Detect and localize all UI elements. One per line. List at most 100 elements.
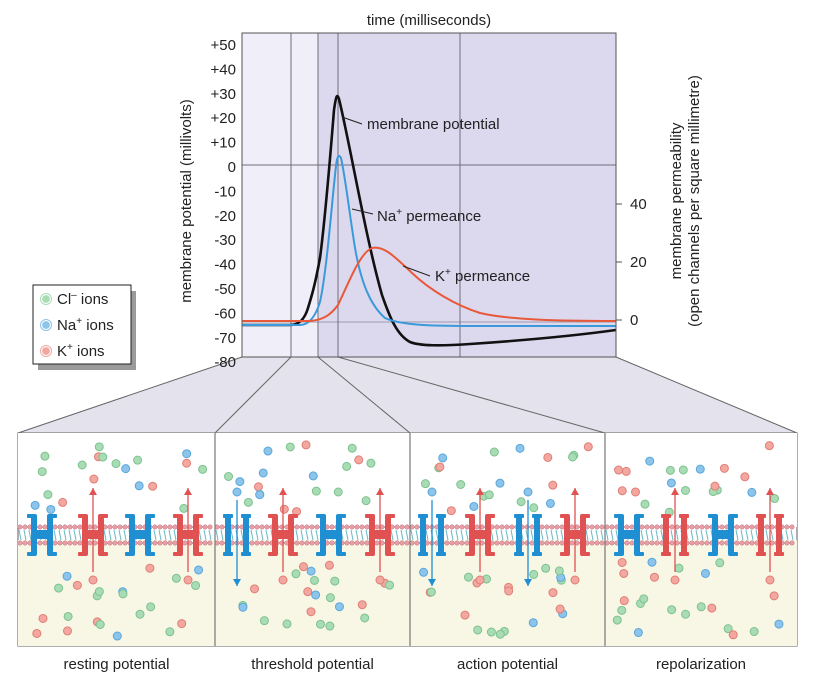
legend-label: Cl– ions	[57, 290, 108, 308]
cl-ion-icon	[674, 563, 684, 573]
na-ion-icon	[419, 567, 429, 577]
k-ion-icon	[435, 462, 445, 472]
arrow-head-icon	[279, 488, 287, 495]
cl-ion-icon	[696, 602, 706, 612]
left-tick-label: +50	[211, 37, 236, 54]
k-ion-icon	[548, 480, 558, 490]
k-ion-icon	[764, 441, 774, 451]
k-ion-icon	[62, 626, 72, 636]
k-ion-icon	[88, 575, 98, 585]
left-tick-label: +20	[211, 110, 236, 127]
na-ion-icon	[311, 590, 321, 600]
k-channel-icon	[661, 514, 689, 556]
cl-ion-icon	[325, 621, 335, 631]
plot-shaded-region	[318, 33, 616, 357]
right-axis-title-line1: membrane permeability	[668, 122, 685, 279]
na-ion-icon	[134, 481, 144, 491]
na-ion-icon	[528, 618, 538, 628]
k-ion-icon	[182, 458, 192, 468]
membrane-potential-pointer	[341, 116, 363, 125]
k-ion-icon	[583, 442, 593, 452]
legend: Cl– ions Na+ ions K+ ions	[40, 290, 114, 360]
left-tick-label: -50	[214, 281, 236, 298]
k-ion-icon	[617, 486, 627, 496]
left-tick-label: +40	[211, 61, 236, 78]
na-channel-icon	[125, 514, 155, 556]
left-tick-label: -30	[214, 232, 236, 249]
k-ion-icon	[357, 600, 367, 610]
k-ion-icon	[38, 613, 48, 623]
cl-ion-icon	[568, 452, 578, 462]
cl-ion-icon	[473, 625, 483, 635]
na-ion-icon	[334, 602, 344, 612]
cl-ion-icon	[133, 455, 143, 465]
cl-ion-icon	[366, 458, 376, 468]
cl-ion-icon	[309, 575, 319, 585]
connector-line	[214, 356, 292, 434]
cl-ion-icon	[360, 613, 370, 623]
left-tick-label: +30	[211, 86, 236, 103]
na-ion-icon	[495, 478, 505, 488]
cl-ion-icon	[486, 627, 496, 637]
na-ion-icon	[306, 566, 316, 576]
k-ion-icon	[446, 506, 456, 516]
cl-ion-icon	[463, 572, 473, 582]
k-ion-icon	[303, 587, 313, 597]
cl-ion-icon	[361, 496, 371, 506]
k-ion-icon	[354, 455, 364, 465]
cl-ion-icon	[311, 486, 321, 496]
cl-ion-icon	[111, 459, 121, 469]
k-ion-icon	[670, 575, 680, 585]
cl-ion-icon	[681, 609, 691, 619]
na-ion-icon	[182, 449, 192, 459]
k-ion-icon	[145, 563, 155, 573]
right-tick-label: 40	[630, 196, 647, 213]
arrow-head-icon	[233, 579, 241, 586]
cl-ion-icon	[94, 442, 104, 452]
right-axis-ticks: 40 20 0	[616, 196, 647, 329]
na-ion-icon	[633, 628, 643, 638]
cl-ion-icon	[385, 580, 395, 590]
k-ion-icon	[301, 440, 311, 450]
membrane-potential-curve	[242, 94, 616, 347]
cl-ion-icon	[516, 497, 526, 507]
k-ion-icon	[58, 497, 68, 507]
k-ion-icon	[278, 575, 288, 585]
cl-ion-icon	[315, 619, 325, 629]
cl-ion-icon	[63, 611, 73, 621]
arrow-head-icon	[476, 488, 484, 495]
k-ion-icon	[728, 630, 738, 640]
membrane-bilayer	[604, 524, 795, 546]
k-ion-icon	[740, 472, 750, 482]
k-channel-icon	[756, 514, 784, 556]
cl-ion-icon	[715, 558, 725, 568]
na-ion-icon	[255, 490, 265, 500]
arrow-head-icon	[524, 579, 532, 586]
cl-ion-icon	[456, 479, 466, 489]
k-ion-icon	[279, 504, 289, 514]
cl-ion-icon	[325, 593, 335, 603]
left-tick-label: -70	[214, 330, 236, 347]
cl-ion-icon	[489, 447, 499, 457]
na-ion-icon	[258, 468, 268, 478]
cl-ion-icon	[118, 589, 128, 599]
k-ion-icon	[177, 619, 187, 629]
cl-ion-icon	[135, 609, 145, 619]
panel-2	[214, 433, 410, 646]
na-ion-icon	[438, 453, 448, 463]
cl-ion-icon	[40, 451, 50, 461]
legend-swatch-ring	[40, 293, 52, 305]
na-ion-icon	[112, 631, 122, 641]
na-ion-icon	[194, 565, 204, 575]
arrow-head-icon	[89, 488, 97, 495]
na-ion-icon	[645, 456, 655, 466]
connector-line	[615, 356, 798, 434]
na-ion-icon	[308, 471, 318, 481]
cl-ion-icon	[285, 442, 295, 452]
k-ion-icon	[89, 474, 99, 484]
left-tick-label: -60	[214, 305, 236, 322]
cl-ion-icon	[98, 452, 108, 462]
cl-ion-icon	[43, 490, 53, 500]
arrow-head-icon	[671, 488, 679, 495]
